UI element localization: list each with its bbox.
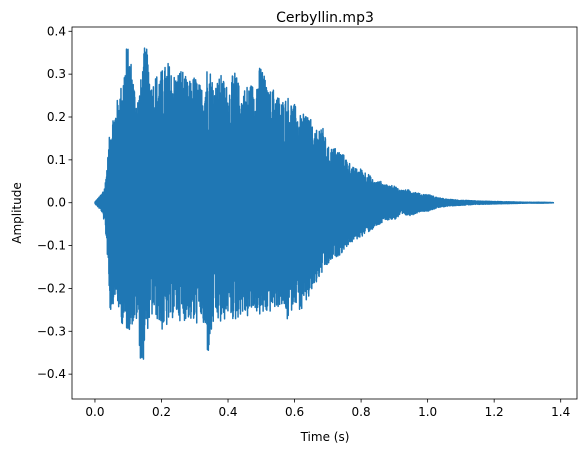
x-tick-label: 0.2 (152, 405, 171, 419)
y-axis: −0.4 −0.3 −0.2 −0.1 0.0 0.1 0.2 0.3 0.4 (37, 24, 72, 381)
y-tick-label: 0.1 (47, 153, 66, 167)
x-axis: 0.0 0.2 0.4 0.6 0.8 1.0 1.2 1.4 (85, 399, 570, 419)
x-tick-label: 0.4 (218, 405, 237, 419)
x-tick-label: 1.0 (418, 405, 437, 419)
y-tick-label: 0.2 (47, 110, 66, 124)
x-tick-label: 1.4 (551, 405, 570, 419)
y-tick-label: −0.2 (37, 281, 66, 295)
y-tick-label: 0.3 (47, 67, 66, 81)
x-tick-label: 0.0 (85, 405, 104, 419)
x-axis-label: Time (s) (300, 430, 350, 444)
axes-frame (71, 26, 578, 400)
x-tick-label: 1.2 (485, 405, 504, 419)
y-tick-label: −0.4 (37, 367, 66, 381)
chart-title: Cerbyllin.mp3 (276, 10, 374, 26)
x-tick-label: 0.6 (285, 405, 304, 419)
plot-area (94, 47, 555, 360)
y-tick-label: 0.0 (47, 196, 66, 210)
y-axis-label: Amplitude (10, 182, 24, 244)
y-tick-label: −0.3 (37, 324, 66, 338)
y-tick-label: 0.4 (47, 24, 66, 38)
x-tick-label: 0.8 (352, 405, 371, 419)
y-tick-label: −0.1 (37, 239, 66, 253)
waveform-series-line (94, 47, 555, 360)
